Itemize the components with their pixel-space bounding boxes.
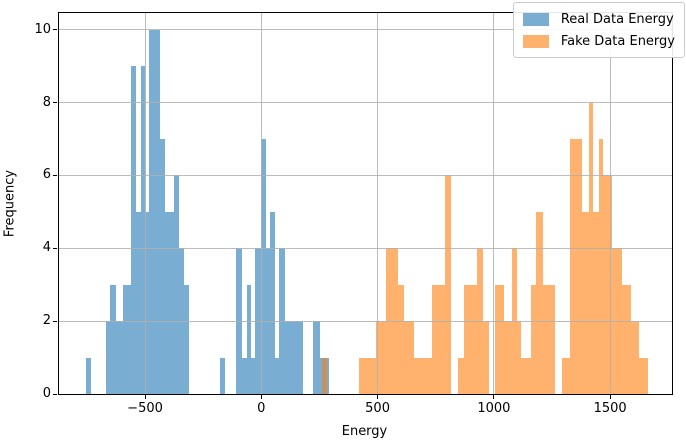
real-data-bar [135, 211, 141, 394]
real-data-swatch [522, 12, 549, 26]
real-data-bar [130, 66, 136, 394]
fake-data-bar [463, 284, 478, 394]
horizontal-gridline [59, 29, 672, 31]
real-data-bar [159, 139, 166, 394]
fake-data-bar [495, 284, 504, 394]
legend-label-fake: Fake Data Energy [560, 33, 675, 49]
real-data-bar [85, 357, 92, 394]
real-data-bar [313, 321, 321, 394]
fake-data-bar [570, 139, 582, 394]
real-data-bar [184, 284, 189, 394]
fake-data-bar [593, 211, 599, 394]
real-data-bar [247, 284, 252, 394]
fake-data-bar [562, 357, 571, 394]
vertical-gridline [609, 13, 611, 394]
vertical-gridline [144, 13, 146, 394]
x-tick-label: 1500 [593, 401, 627, 416]
fake-data-bar [639, 357, 649, 394]
legend-row-real: Real Data Energy [522, 8, 675, 30]
plot-area [58, 12, 673, 395]
fake-data-bar [521, 357, 532, 394]
y-tick-mark [53, 29, 57, 31]
legend: Real Data Energy Fake Data Energy [512, 2, 685, 58]
x-tick-mark [609, 395, 611, 399]
fake-data-bar [621, 284, 631, 394]
legend-label-real: Real Data Energy [560, 11, 674, 27]
real-data-bar [115, 321, 124, 394]
fake-data-bar [432, 284, 446, 394]
x-axis-label: Energy [341, 424, 388, 439]
fake-data-bar [535, 211, 543, 394]
fake-data-bar [359, 357, 376, 394]
real-data-bar [274, 357, 280, 394]
y-tick-mark [53, 174, 57, 176]
x-tick-mark [144, 395, 146, 399]
fake-data-bar [414, 357, 432, 394]
fake-data-bar [603, 175, 613, 394]
y-tick-label: 4 [42, 240, 51, 256]
horizontal-gridline [59, 320, 672, 322]
fake-data-bar [630, 321, 640, 394]
x-tick-label: −500 [127, 401, 163, 416]
fake-data-bar [503, 321, 513, 394]
x-tick-label: 500 [365, 401, 390, 416]
y-tick-mark [53, 102, 57, 104]
real-data-bar [110, 284, 116, 394]
x-tick-mark [260, 395, 262, 399]
real-data-bar [145, 211, 150, 394]
real-data-bar [165, 211, 175, 394]
fake-data-bar [403, 321, 415, 394]
y-axis-label: Frequency [2, 169, 18, 238]
y-tick-mark [53, 320, 57, 322]
y-tick-label: 6 [42, 167, 51, 183]
y-tick-mark [53, 247, 57, 249]
real-data-bar [123, 284, 131, 394]
x-tick-label: 0 [257, 401, 266, 416]
horizontal-gridline [59, 174, 672, 176]
y-tick-label: 0 [42, 386, 51, 401]
real-data-bar [270, 211, 275, 394]
vertical-gridline [493, 13, 495, 394]
real-data-bar [220, 357, 226, 394]
x-tick-mark [377, 395, 379, 399]
fake-data-bar [482, 321, 489, 394]
vertical-gridline [260, 13, 262, 394]
y-tick-label: 8 [42, 94, 51, 110]
real-data-bar [251, 357, 256, 394]
fake-data-bar [321, 357, 328, 394]
fake-data-bar [598, 139, 604, 394]
fake-data-bar [398, 284, 404, 394]
legend-row-fake: Fake Data Energy [522, 30, 675, 52]
real-data-bar [285, 321, 304, 394]
fake-data-bar [375, 321, 386, 394]
real-data-bar [140, 66, 146, 394]
x-tick-mark [493, 395, 495, 399]
x-tick-label: 1000 [477, 401, 511, 416]
fake-data-swatch [522, 34, 549, 48]
fake-data-bar [582, 211, 590, 394]
fake-data-bar [542, 284, 556, 394]
fake-data-bar [458, 357, 464, 394]
y-tick-label: 10 [34, 21, 51, 37]
y-tick-label: 2 [42, 313, 51, 329]
real-data-bar [174, 175, 179, 394]
real-data-bar [261, 139, 266, 394]
real-data-bar [105, 321, 111, 394]
horizontal-gridline [59, 247, 672, 249]
fake-data-bar [531, 284, 536, 394]
real-data-bar [242, 357, 248, 394]
fake-data-bar [445, 175, 452, 394]
fake-data-bar [516, 321, 522, 394]
horizontal-gridline [59, 102, 672, 104]
real-data-bar [149, 29, 160, 394]
y-tick-mark [53, 393, 57, 395]
vertical-gridline [377, 13, 379, 394]
